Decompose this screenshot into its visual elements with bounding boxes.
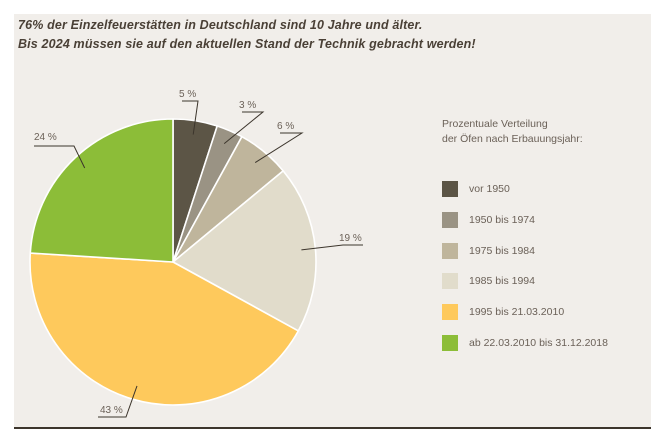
legend-title: Prozentuale Verteilung der Öfen nach Erb… (442, 117, 642, 147)
legend-swatch (442, 334, 458, 351)
chart-title: 76% der Einzelfeuerstätten in Deutschlan… (18, 16, 476, 54)
slice-label-1: 5 % (179, 89, 196, 100)
legend-item-vor-1950: vor 1950 (442, 181, 642, 197)
legend-swatch (442, 242, 458, 259)
pie-slice-5 (29, 252, 300, 406)
leader-line-4 (301, 244, 363, 251)
slice-label-5: 43 % (100, 405, 123, 416)
legend-swatch (442, 211, 458, 228)
legend-title-line-1: Prozentuale Verteilung (442, 118, 548, 130)
slice-label-4: 19 % (339, 233, 362, 244)
leader-line-5 (98, 385, 138, 418)
legend-label: 1995 bis 21.03.2010 (469, 306, 565, 319)
legend-title-line-2: der Öfen nach Erbauungsjahr: (442, 133, 583, 145)
legend-item-2010-2018: ab 22.03.2010 bis 31.12.2018 (442, 334, 642, 351)
legend-label: 1975 bis 1984 (469, 244, 535, 257)
leader-line-6 (34, 145, 86, 169)
legend-label: 1985 bis 1994 (469, 275, 535, 288)
legend-label: 1950 bis 1974 (469, 213, 535, 226)
legend-swatch (442, 273, 458, 290)
legend-item-1950-1974: 1950 bis 1974 (442, 211, 642, 228)
legend-item-1985-1994: 1985 bis 1994 (442, 273, 642, 290)
slice-label-2: 3 % (239, 100, 256, 111)
legend-item-1975-1984: 1975 bis 1984 (442, 242, 642, 259)
leader-line-2 (223, 111, 265, 144)
leader-line-1 (182, 100, 199, 135)
legend-swatch (442, 181, 458, 197)
legend-item-1995-2010: 1995 bis 21.03.2010 (442, 304, 642, 321)
slice-label-3: 6 % (277, 121, 294, 132)
legend-label: vor 1950 (469, 183, 510, 195)
leader-line-3 (254, 132, 304, 164)
title-line-1: 76% der Einzelfeuerstätten in Deutschlan… (18, 18, 423, 32)
legend-swatch (442, 304, 458, 321)
legend: Prozentuale Verteilung der Öfen nach Erb… (442, 117, 642, 366)
pie-slice-6 (29, 118, 174, 263)
slice-label-6: 24 % (34, 132, 57, 143)
legend-label: ab 22.03.2010 bis 31.12.2018 (469, 336, 608, 349)
title-line-2: Bis 2024 müssen sie auf den aktuellen St… (18, 37, 476, 51)
